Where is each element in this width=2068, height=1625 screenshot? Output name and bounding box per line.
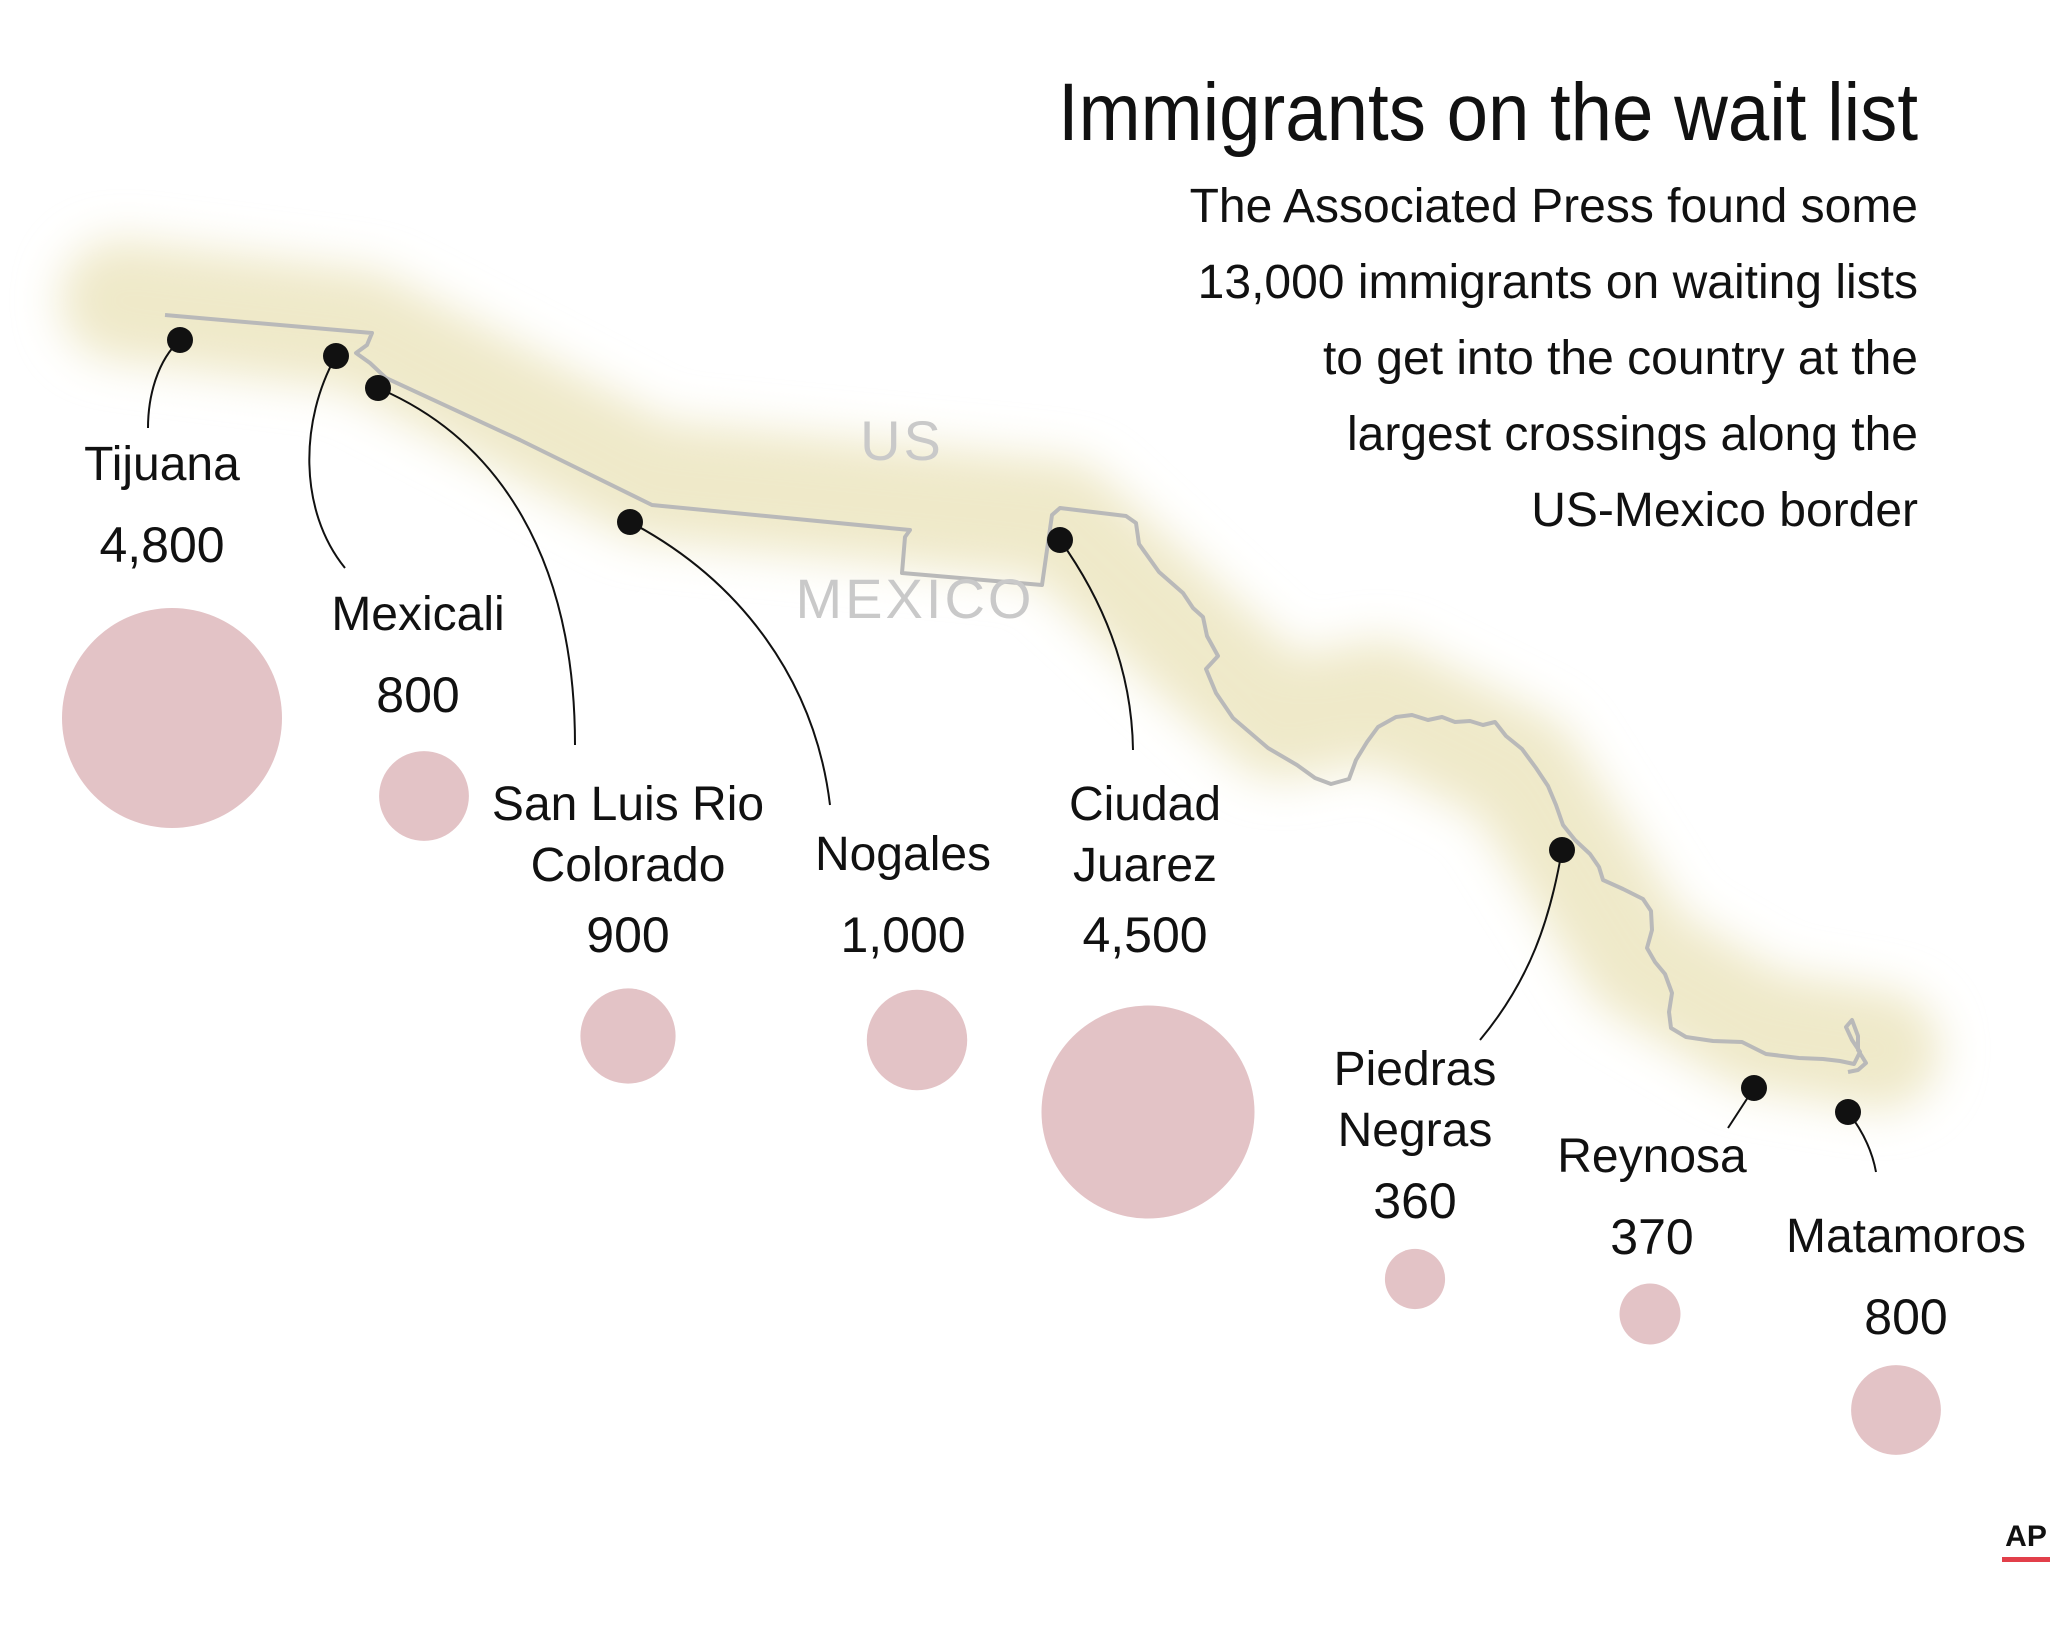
location-marker-mexicali	[323, 343, 349, 369]
wait-count-tijuana: 4,800	[99, 517, 224, 573]
ap-credit: AP	[2002, 1520, 2050, 1562]
value-bubble-san-luis	[580, 988, 676, 1084]
crossing-san-luis-rio-colorado: San Luis Rio Colorado 900	[365, 375, 764, 1084]
crossing-mexicali: Mexicali 800	[308, 343, 505, 841]
subtitle-line: The Associated Press found some	[1190, 180, 1918, 233]
us-mexico-border-line	[164, 313, 1868, 1074]
value-bubble-nogales	[866, 989, 968, 1091]
subtitle-line: US-Mexico border	[1531, 484, 1918, 537]
location-marker-tijuana	[167, 327, 193, 353]
leader-line-nogales	[629, 521, 831, 806]
leader-line-mexicali	[308, 355, 346, 569]
crossing-matamoros: Matamoros 800	[1786, 1099, 2026, 1455]
location-marker-san-luis	[365, 375, 391, 401]
city-name-mexicali: Mexicali	[331, 588, 504, 641]
city-name-juarez: Juarez	[1073, 839, 1217, 892]
border-glow	[60, 240, 1940, 1110]
location-marker-reynosa	[1741, 1075, 1767, 1101]
subtitle-line: to get into the country at the	[1323, 332, 1918, 385]
ap-logo-underline	[2002, 1557, 2050, 1562]
wait-count-matamoros: 800	[1864, 1289, 1947, 1345]
ap-logo: AP	[2005, 1520, 2047, 1553]
crossing-nogales: Nogales 1,000	[617, 509, 991, 1091]
city-name-nogales: Nogales	[815, 828, 991, 881]
crossing-reynosa: Reynosa 370	[1557, 1075, 1767, 1345]
subtitle-line: 13,000 immigrants on waiting lists	[1198, 256, 1918, 309]
subtitle: The Associated Press found some 13,000 i…	[1190, 180, 1918, 537]
value-bubble-juarez	[1041, 1005, 1255, 1219]
city-name-tijuana: Tijuana	[84, 438, 240, 491]
city-name-reynosa: Reynosa	[1557, 1130, 1747, 1183]
location-marker-juarez	[1047, 527, 1073, 553]
city-name-piedras: Piedras	[1334, 1043, 1497, 1096]
location-marker-nogales	[617, 509, 643, 535]
subtitle-line: largest crossings along the	[1347, 408, 1918, 461]
city-name-matamoros: Matamoros	[1786, 1210, 2026, 1263]
location-marker-piedras	[1549, 837, 1575, 863]
city-name-san-luis: Colorado	[531, 839, 726, 892]
city-name-san-luis: San Luis Rio	[492, 778, 764, 831]
location-marker-matamoros	[1835, 1099, 1861, 1125]
wait-count-juarez: 4,500	[1082, 907, 1207, 963]
crossing-tijuana: Tijuana 4,800	[62, 327, 282, 828]
wait-count-san-luis: 900	[586, 907, 669, 963]
leader-line-san-luis	[377, 387, 576, 746]
value-bubble-mexicali	[379, 751, 469, 841]
city-name-juarez: Ciudad	[1069, 778, 1221, 831]
city-name-piedras: Negras	[1338, 1104, 1493, 1157]
us-label: US	[860, 409, 944, 472]
wait-count-reynosa: 370	[1610, 1209, 1693, 1265]
wait-count-mexicali: 800	[376, 667, 459, 723]
crossing-piedras-negras: Piedras Negras 360	[1334, 837, 1575, 1310]
wait-count-nogales: 1,000	[840, 907, 965, 963]
value-bubble-piedras	[1384, 1248, 1446, 1310]
leader-line-piedras	[1479, 849, 1563, 1041]
value-bubble-tijuana	[62, 608, 282, 828]
value-bubble-reynosa	[1619, 1283, 1681, 1345]
leader-line-juarez	[1059, 539, 1134, 751]
map-title: Immigrants on the wait list	[1058, 67, 1918, 158]
value-bubble-matamoros	[1851, 1365, 1941, 1455]
mexico-label: MEXICO	[796, 567, 1035, 630]
wait-count-piedras: 360	[1373, 1173, 1456, 1229]
crossing-ciudad-juarez: Ciudad Juarez 4,500	[1041, 527, 1255, 1219]
